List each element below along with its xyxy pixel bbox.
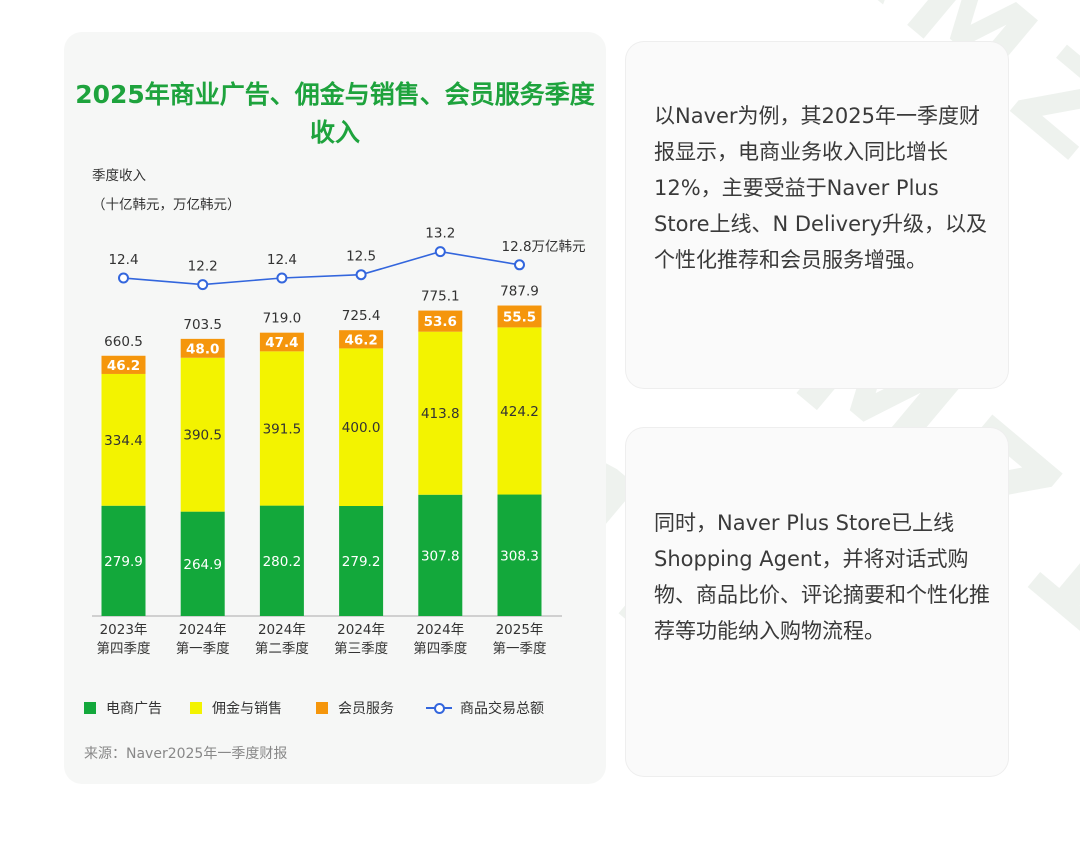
bar-value-label: 413.8: [421, 406, 460, 422]
x-tick-label: 第二季度: [255, 640, 309, 657]
bar-value-label: 264.9: [183, 557, 222, 573]
bar-segment-membership: [418, 310, 463, 332]
line-point-label: 12.4: [267, 252, 297, 268]
legend-swatch: [84, 702, 96, 714]
legend-item-membership: 会员服务: [316, 698, 394, 718]
bar-total-label: 660.5: [104, 334, 143, 350]
bar-segment-commission-sales: [418, 331, 463, 495]
legend-swatch: [190, 702, 202, 714]
bar-value-label: 390.5: [183, 428, 222, 444]
bar-value-label: 46.2: [107, 358, 140, 374]
bar-total-label: 719.0: [263, 311, 302, 327]
legend-item-commission-sales: 佣金与销售: [190, 698, 282, 718]
line-series-gmv: [123, 250, 520, 286]
bar-value-label: 53.6: [424, 314, 457, 330]
text-card-2: [626, 428, 1008, 776]
x-tick-label: 2024年: [179, 622, 227, 638]
x-tick-label: 2024年: [337, 622, 385, 638]
y-axis-unit: （十亿韩元，万亿韩元）: [92, 197, 241, 213]
y-axis-label: 季度收入: [92, 168, 146, 184]
bar-segment-commission-sales: [497, 327, 542, 495]
bar-value-label: 307.8: [421, 548, 460, 564]
bar-value-label: 279.2: [342, 554, 381, 570]
bar-total-label: 787.9: [500, 284, 539, 300]
x-tick-label: 2025年: [496, 622, 544, 638]
line-point-label: 13.2: [425, 226, 455, 242]
line-point-label: 12.8万亿韩元: [502, 239, 586, 255]
bar-value-label: 46.2: [344, 332, 377, 348]
bar-segment-membership: [259, 332, 304, 352]
bar-segment-ecommerce-ads: [418, 494, 463, 616]
bar-value-label: 334.4: [104, 433, 143, 449]
legend-label: 电商广告: [106, 701, 162, 717]
x-tick-label: 2024年: [258, 622, 306, 638]
x-tick-label: 第一季度: [493, 640, 547, 657]
bar-total-label: 775.1: [421, 289, 460, 305]
bar-segment-ecommerce-ads: [497, 494, 542, 616]
bar-segment-ecommerce-ads: [259, 505, 304, 616]
line-point: [276, 272, 288, 284]
line-point: [355, 269, 367, 281]
bar-value-label: 424.2: [500, 404, 539, 420]
bar-value-label: 47.4: [265, 335, 298, 351]
line-marker-icon: [426, 702, 452, 714]
bar-segment-membership: [497, 305, 542, 328]
x-tick-label: 2023年: [100, 622, 148, 638]
bar-value-label: 279.9: [104, 554, 143, 570]
bar-segment-commission-sales: [339, 348, 384, 506]
bar-value-label: 55.5: [503, 309, 536, 325]
x-tick-label: 第四季度: [413, 640, 467, 657]
line-point-label: 12.4: [108, 252, 138, 268]
legend-label: 佣金与销售: [212, 701, 282, 717]
legend-label: 商品交易总额: [460, 701, 544, 717]
bar-segment-ecommerce-ads: [339, 505, 384, 616]
bar-segment-membership: [101, 355, 146, 374]
x-tick-label: 第一季度: [176, 640, 230, 657]
bar-segment-membership: [339, 330, 384, 349]
line-point: [514, 259, 525, 271]
legend-label: 会员服务: [338, 701, 394, 717]
chart-title: 2025年商业广告、佣金与销售、会员服务季度收入: [75, 80, 595, 147]
x-tick-label: 2024年: [416, 622, 464, 638]
line-point: [434, 246, 446, 258]
bar-segment-commission-sales: [101, 373, 146, 506]
chart-source: 来源：Naver2025年一季度财报: [84, 746, 288, 762]
legend-item-ecommerce-ads: 电商广告: [84, 698, 162, 718]
line-point-label: 12.5: [346, 249, 376, 265]
bar-value-label: 280.2: [263, 554, 302, 570]
bar-value-label: 391.5: [263, 421, 302, 437]
bar-value-label: 308.3: [500, 548, 539, 564]
bar-segment-ecommerce-ads: [101, 505, 146, 616]
bar-value-label: 400.0: [342, 420, 381, 436]
legend-item-gmv: 商品交易总额: [426, 698, 544, 718]
bar-segment-ecommerce-ads: [180, 511, 225, 616]
x-tick-label: 第三季度: [334, 640, 388, 657]
panel-text-2: 同时，Naver Plus Store已上线Shopping Agent，并将对…: [654, 511, 990, 643]
panel-text-1: 以Naver为例，其2025年一季度财报显示，电商业务收入同比增长12%，主要受…: [654, 104, 988, 272]
legend-swatch: [316, 702, 328, 714]
bar-total-label: 725.4: [342, 308, 381, 324]
bar-value-label: 48.0: [186, 341, 219, 357]
bar-total-label: 703.5: [183, 317, 222, 333]
bar-segment-membership: [180, 338, 225, 358]
bar-segment-commission-sales: [180, 357, 225, 512]
x-tick-label: 第四季度: [97, 640, 151, 657]
bar-segment-commission-sales: [259, 351, 304, 506]
text-card-1: [626, 42, 1008, 388]
line-point-label: 12.2: [188, 259, 218, 275]
line-point: [118, 272, 129, 284]
line-point: [197, 279, 209, 291]
